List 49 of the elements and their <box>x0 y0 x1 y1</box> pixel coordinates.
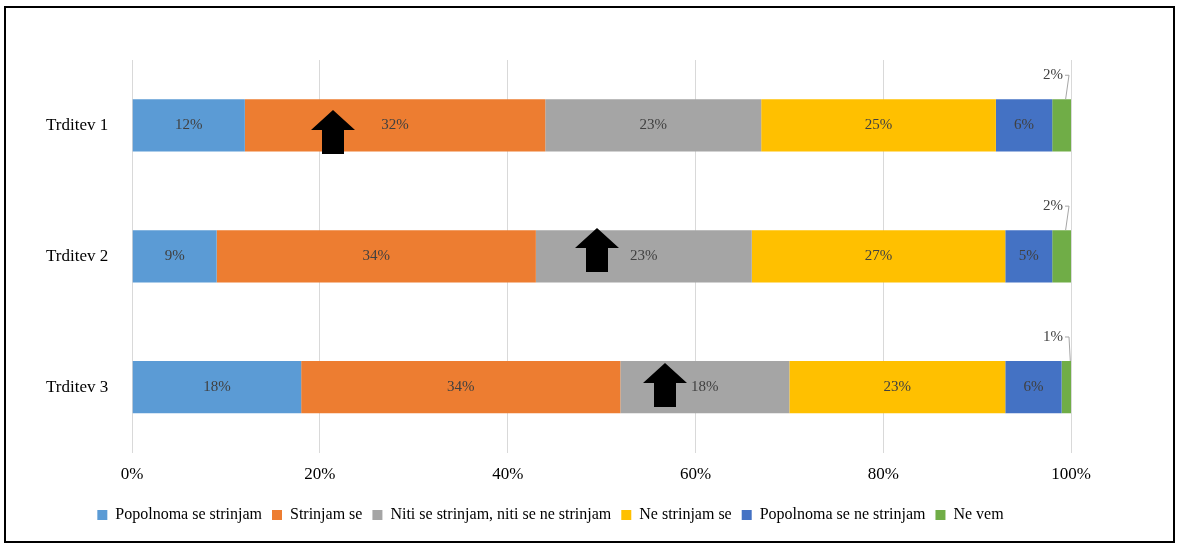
legend-label: Niti se strinjam, niti se ne strinjam <box>390 505 612 524</box>
x-tick-label: 80% <box>867 464 899 484</box>
y-tick-label: Trditev 3 <box>45 376 109 396</box>
data-label: 34% <box>362 247 391 264</box>
bar <box>1052 99 1071 152</box>
bar <box>301 360 621 414</box>
bar <box>545 99 762 152</box>
x-tick-label: 20% <box>304 464 336 484</box>
data-label: 9% <box>164 247 185 264</box>
bar <box>216 230 536 283</box>
bar <box>995 99 1053 152</box>
bar <box>132 99 245 152</box>
y-tick-label: Trditev 2 <box>45 245 109 265</box>
x-tick-label: 0% <box>120 464 144 484</box>
data-label: 25% <box>864 116 893 133</box>
bar <box>244 99 546 152</box>
data-label: 2% <box>1043 197 1063 214</box>
legend-label: Popolnoma se ne strinjam <box>759 505 927 524</box>
data-label: 6% <box>1014 116 1035 133</box>
bar <box>132 360 302 414</box>
data-label: 6% <box>1023 378 1044 395</box>
x-tick-label: 40% <box>492 464 524 484</box>
data-label: 34% <box>447 378 475 395</box>
bar <box>761 99 996 152</box>
data-label: 32% <box>381 116 409 133</box>
legend-label: Ne strinjam se <box>639 505 732 524</box>
data-label: 18% <box>691 378 719 395</box>
legend-label: Ne vem <box>953 505 1005 523</box>
data-label: 2% <box>1043 66 1063 83</box>
bar <box>789 360 1006 414</box>
bar <box>1061 360 1071 414</box>
x-tick-label: 60% <box>679 464 712 484</box>
data-label: 27% <box>864 247 893 264</box>
bar <box>1005 230 1053 283</box>
data-label: 5% <box>1018 247 1039 264</box>
legend-label: Strinjam se <box>289 505 363 524</box>
data-label: 12% <box>175 116 203 133</box>
x-tick-label: 100% <box>1051 464 1091 484</box>
data-label: 23% <box>883 378 912 395</box>
data-label: 23% <box>639 116 667 133</box>
bar <box>1052 230 1071 283</box>
legend-label: Popolnoma se strinjam <box>115 505 263 524</box>
bar <box>132 230 217 283</box>
data-label: 18% <box>203 378 231 395</box>
bar <box>1005 360 1062 414</box>
bar <box>751 230 1006 283</box>
y-tick-label: Trditev 1 <box>45 114 109 134</box>
data-label: 23% <box>630 247 658 264</box>
data-label: 1% <box>1043 327 1063 344</box>
